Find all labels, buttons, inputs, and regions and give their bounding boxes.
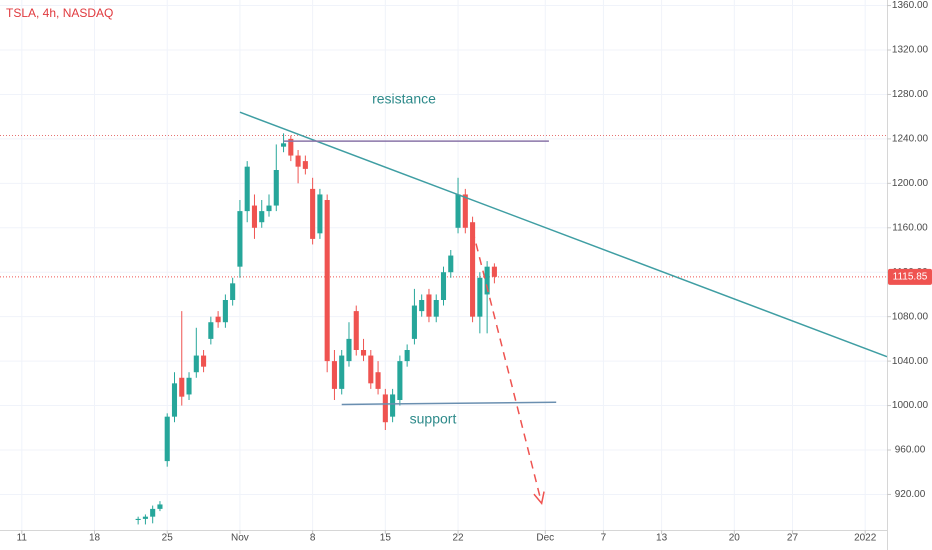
candle-body — [230, 283, 236, 300]
candle-body — [281, 143, 287, 147]
candle-body — [142, 516, 148, 519]
y-tick-label: 1040.00 — [892, 356, 929, 367]
y-tick-label: 1320.00 — [892, 45, 929, 56]
candle-body — [382, 394, 388, 423]
x-tick-label: Nov — [231, 533, 249, 544]
candle-body — [317, 194, 323, 234]
candle-body — [426, 294, 432, 317]
candle-body — [135, 518, 141, 520]
candle-body — [164, 416, 170, 462]
trend-line — [471, 229, 543, 504]
y-tick-label: 920.00 — [895, 489, 926, 500]
candle-body — [244, 166, 250, 212]
candle-body — [353, 311, 359, 350]
candle-body — [390, 394, 396, 417]
y-tick-label: 1200.00 — [892, 178, 929, 189]
chart-title: TSLA, 4h, NASDAQ — [6, 6, 113, 20]
candle-body — [477, 277, 483, 317]
x-tick-label: 13 — [656, 533, 668, 544]
y-tick-label: 960.00 — [895, 445, 926, 456]
last-price-label: 1115.85 — [893, 271, 928, 282]
x-tick-label: 18 — [89, 533, 101, 544]
candle-body — [462, 194, 468, 228]
x-tick-label: 25 — [162, 533, 174, 544]
x-tick-label: 7 — [601, 533, 607, 544]
y-tick-label: 1000.00 — [892, 400, 929, 411]
y-tick-label: 1360.00 — [892, 0, 929, 11]
trend-line — [239, 111, 888, 358]
annotation: support — [410, 411, 457, 427]
x-tick-label: 27 — [787, 533, 799, 544]
x-tick-label: 11 — [17, 533, 28, 544]
candle-body — [237, 211, 243, 267]
x-tick-label: Dec — [536, 533, 554, 544]
candle-body — [295, 155, 301, 167]
candle-body — [419, 300, 425, 312]
last-price-tag — [888, 268, 932, 285]
candle-body — [208, 322, 214, 339]
candle-body — [157, 504, 163, 509]
candle-body — [288, 138, 294, 156]
x-tick-label: 2022 — [854, 533, 877, 544]
candle-body — [433, 300, 439, 317]
candle-body — [302, 161, 308, 169]
x-tick-label: 20 — [729, 533, 741, 544]
candle-body — [360, 350, 367, 356]
x-tick-label: 22 — [452, 533, 464, 544]
y-tick-label: 1160.00 — [892, 222, 928, 233]
candle-body — [411, 305, 417, 339]
x-tick-label: 8 — [310, 533, 316, 544]
candle-body — [310, 188, 316, 239]
candle-body — [397, 361, 403, 400]
candle-body — [215, 316, 221, 323]
candle-body — [368, 355, 374, 384]
candle-body — [346, 338, 352, 362]
axes: 920.00960.001000.001040.001080.001120.00… — [17, 0, 932, 544]
candle-body — [273, 170, 279, 206]
y-tick-label: 1240.00 — [892, 134, 929, 145]
plot-area — [0, 111, 888, 525]
candle-body — [404, 350, 410, 362]
candle-body — [324, 200, 330, 362]
candle-body — [331, 361, 337, 389]
candle-body — [440, 272, 447, 300]
annotation: resistance — [372, 91, 436, 107]
candle-body — [470, 222, 476, 317]
arrow-head — [533, 491, 545, 506]
candle-body — [455, 194, 461, 228]
candle-body — [375, 372, 381, 389]
candle-body — [201, 355, 207, 367]
grid — [0, 0, 887, 530]
y-tick-label: 1080.00 — [892, 311, 929, 322]
candle-body — [484, 266, 490, 295]
candle-body — [339, 355, 345, 389]
candle-body — [222, 300, 228, 323]
candle-body — [171, 383, 178, 417]
candle-body — [179, 377, 185, 397]
candle-body — [150, 508, 156, 517]
candle-body — [491, 266, 497, 277]
y-tick-label: 1280.00 — [892, 89, 929, 100]
candle-body — [448, 255, 454, 273]
candle-body — [193, 355, 199, 373]
trend-line — [341, 401, 557, 406]
candle-body — [266, 205, 272, 212]
candle-body — [259, 211, 265, 223]
x-tick-label: 15 — [380, 533, 392, 544]
candle-body — [251, 205, 258, 228]
candle-body — [186, 377, 192, 395]
